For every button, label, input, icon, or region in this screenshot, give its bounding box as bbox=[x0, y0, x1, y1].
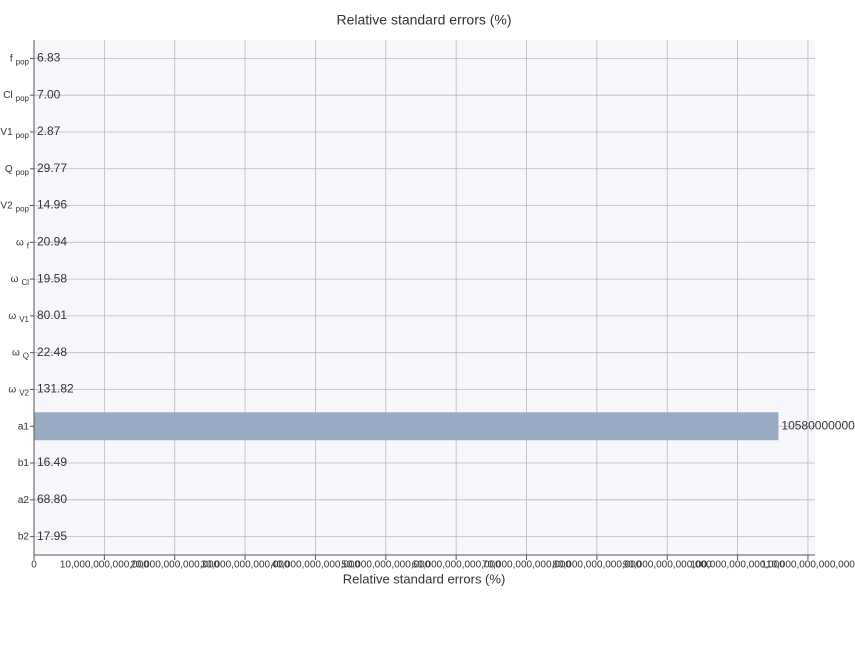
category-subscript: Q bbox=[23, 352, 29, 361]
x-tick-label: 110,000,000,000,000 bbox=[761, 560, 855, 571]
category-name: ω bbox=[12, 347, 20, 358]
y-tick-label: a2 bbox=[18, 494, 30, 505]
value-label: 6.83 bbox=[37, 51, 61, 65]
category-name: f bbox=[10, 53, 13, 64]
category-name: Cl bbox=[3, 90, 12, 101]
bar bbox=[34, 412, 779, 441]
x-tick-label: 60,000,000,000,000 bbox=[412, 560, 501, 571]
category-name: b2 bbox=[18, 531, 30, 542]
y-tick-label: f pop bbox=[10, 53, 30, 66]
category-name: ω bbox=[8, 384, 16, 395]
category-subscript: pop bbox=[16, 58, 30, 67]
x-tick-label: 100,000,000,000,000 bbox=[690, 560, 785, 571]
value-label: 29.77 bbox=[37, 161, 67, 175]
plot-background bbox=[34, 40, 815, 555]
value-label: 68.80 bbox=[37, 492, 67, 506]
category-name: Q bbox=[5, 163, 13, 174]
category-subscript: f bbox=[27, 241, 30, 250]
value-label: 22.48 bbox=[37, 345, 67, 359]
y-tick-label: Cl pop bbox=[3, 90, 29, 103]
value-label: 2.87 bbox=[37, 124, 61, 138]
category-name: V2 bbox=[0, 200, 13, 211]
value-label: 80.01 bbox=[37, 308, 67, 322]
value-label: 14.96 bbox=[37, 198, 67, 212]
category-subscript: V2 bbox=[19, 389, 29, 398]
category-subscript: pop bbox=[16, 168, 30, 177]
category-subscript: pop bbox=[16, 94, 30, 103]
value-label: 131.82 bbox=[37, 382, 74, 396]
category-subscript: Cl bbox=[21, 278, 29, 287]
y-tick-label: ω V2 bbox=[8, 384, 29, 397]
value-label: 105800000000000.00 bbox=[781, 418, 855, 432]
y-tick-label: b1 bbox=[18, 458, 30, 469]
category-name: ω bbox=[8, 311, 16, 322]
x-tick-label: 90,000,000,000,000 bbox=[623, 560, 712, 571]
y-tick-label: b2 bbox=[18, 531, 30, 542]
value-label: 19.58 bbox=[37, 271, 67, 285]
category-name: a2 bbox=[18, 494, 30, 505]
category-name: ω bbox=[11, 274, 19, 285]
chart-title: Relative standard errors (%) bbox=[336, 12, 511, 28]
x-tick-label: 70,000,000,000,000 bbox=[482, 560, 571, 571]
y-tick-label: V2 pop bbox=[0, 200, 29, 213]
category-subscript: pop bbox=[16, 205, 30, 214]
y-tick-label: ω Cl bbox=[11, 274, 30, 287]
category-name: V1 bbox=[0, 127, 13, 138]
value-label: 20.94 bbox=[37, 234, 67, 248]
x-tick-label: 20,000,000,000,000 bbox=[130, 560, 219, 571]
x-tick-label: 0 bbox=[31, 560, 37, 571]
category-name: a1 bbox=[18, 421, 30, 432]
x-tick-label: 40,000,000,000,000 bbox=[271, 560, 360, 571]
x-tick-label: 50,000,000,000,000 bbox=[341, 560, 430, 571]
category-name: ω bbox=[16, 237, 24, 248]
x-tick-label: 10,000,000,000,000 bbox=[60, 560, 149, 571]
y-tick-label: a1 bbox=[18, 421, 30, 432]
category-subscript: pop bbox=[16, 131, 30, 140]
category-subscript: V1 bbox=[19, 315, 29, 324]
y-tick-label: V1 pop bbox=[0, 127, 29, 140]
category-name: b1 bbox=[18, 458, 30, 469]
value-label: 16.49 bbox=[37, 455, 67, 469]
x-tick-label: 80,000,000,000,000 bbox=[552, 560, 641, 571]
value-label: 7.00 bbox=[37, 87, 61, 101]
x-tick-label: 30,000,000,000,000 bbox=[201, 560, 290, 571]
y-tick-label: ω V1 bbox=[8, 311, 29, 324]
x-axis-label: Relative standard errors (%) bbox=[343, 571, 506, 586]
value-label: 17.95 bbox=[37, 529, 67, 543]
